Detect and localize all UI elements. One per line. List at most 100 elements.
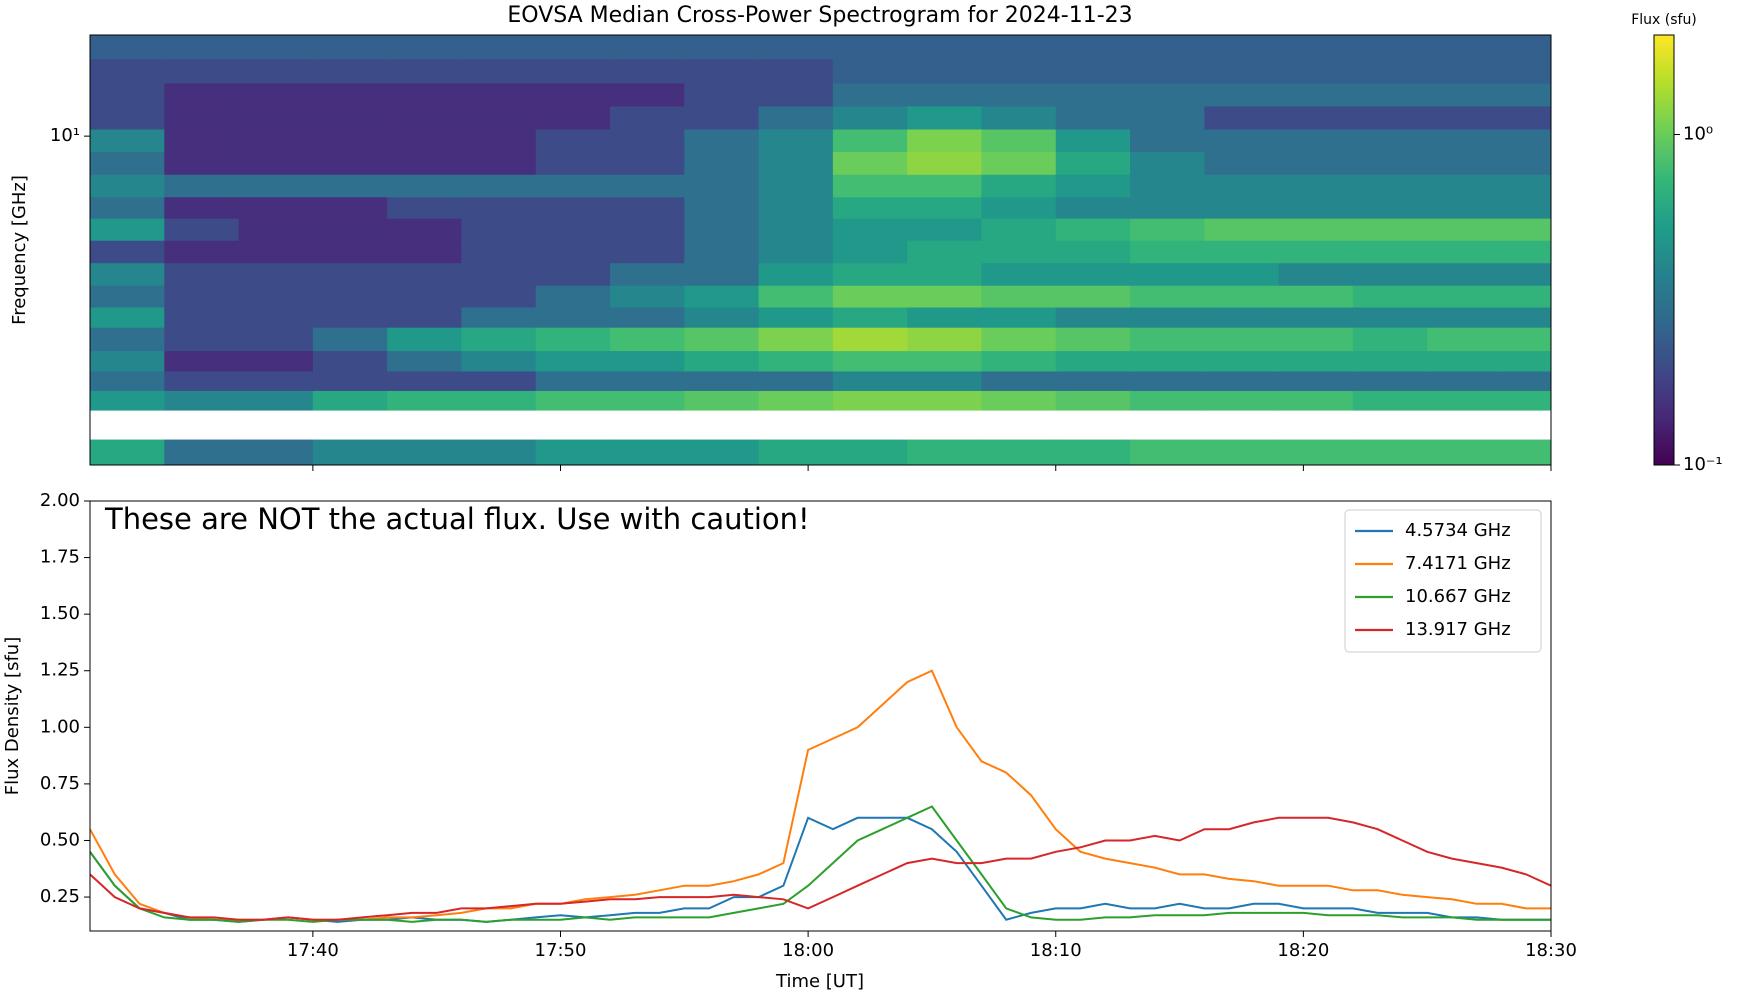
y-tick-label: 0.25 [40, 886, 80, 907]
heatmap-cell [535, 196, 611, 219]
heatmap-cell [832, 58, 908, 84]
heatmap-cell [461, 151, 537, 175]
heatmap-cell [238, 35, 314, 60]
legend-label: 10.667 GHz [1405, 586, 1511, 607]
heatmap-cell [907, 240, 982, 264]
legend-label: 13.917 GHz [1405, 619, 1511, 640]
heatmap-cell [164, 105, 240, 130]
heatmap-cell [832, 196, 908, 219]
heatmap-cell [1278, 307, 1354, 328]
heatmap-cell [535, 390, 611, 411]
y-tick-label: 1.00 [40, 716, 80, 737]
heatmap-cell [684, 129, 760, 153]
heatmap-cell [387, 105, 462, 130]
heatmap-cell [684, 327, 760, 352]
heatmap-cell [164, 439, 240, 465]
heatmap-cell [164, 307, 240, 328]
y-tick-label: 2.00 [40, 490, 80, 511]
heatmap-cell [832, 285, 908, 308]
heatmap-cell [684, 390, 760, 411]
heatmap-cell [90, 262, 165, 286]
heatmap-cell [90, 350, 165, 372]
heatmap-cell [461, 174, 537, 198]
heatmap-cell [758, 218, 834, 241]
heatmap-cell [387, 82, 462, 107]
heatmap-cell [387, 350, 462, 372]
x-tick-label: 17:50 [535, 940, 587, 961]
heatmap-cell [684, 350, 760, 372]
heatmap-cell [535, 370, 611, 391]
heatmap-cell [1278, 151, 1354, 175]
colorbar [1653, 34, 1675, 466]
heatmap-cell [1055, 285, 1131, 308]
heatmap-cell [610, 307, 685, 328]
heatmap-cell [1204, 35, 1280, 60]
heatmap-cell [312, 35, 388, 60]
heatmap-cell [461, 129, 537, 153]
heatmap-cell [832, 390, 908, 411]
heatmap-cell [1130, 439, 1205, 465]
heatmap-cell [238, 439, 314, 465]
heatmap-cell [1427, 105, 1502, 130]
spectrogram-panel: 10¹ 10⁰ 10⁻¹ [50, 34, 1723, 475]
y-tick-label: 0.75 [40, 773, 80, 794]
heatmap-cell [684, 58, 760, 84]
heatmap-cell [832, 174, 908, 198]
heatmap-cell [535, 58, 611, 84]
heatmap-cell [684, 262, 760, 286]
heatmap-cell [1501, 35, 1551, 60]
heatmap-cell [461, 35, 537, 60]
heatmap-cell [461, 285, 537, 308]
heatmap-cell [238, 240, 314, 264]
heatmap-cell [164, 82, 240, 107]
heatmap-cell [1055, 307, 1131, 328]
heatmap-cell [832, 129, 908, 153]
x-tick-label: 18:30 [1525, 940, 1577, 961]
heatmap-cell [312, 129, 388, 153]
heatmap-cell [461, 350, 537, 372]
heatmap-cell [1352, 35, 1428, 60]
heatmap-cell [758, 105, 834, 130]
heatmap-cell [758, 327, 834, 352]
heatmap-cell [907, 58, 982, 84]
heatmap-cell [461, 82, 537, 107]
heatmap-cell [164, 285, 240, 308]
heatmap-cell [1427, 82, 1502, 107]
heatmap-cell [461, 105, 537, 130]
heatmap-cell [312, 105, 388, 130]
heatmap-cell [1130, 350, 1205, 372]
heatmap-cell [684, 105, 760, 130]
heatmap-cell [832, 105, 908, 130]
heatmap-cell [535, 82, 611, 107]
heatmap-cell [684, 240, 760, 264]
heatmap-cell [907, 82, 982, 107]
heatmap-cell [1130, 129, 1205, 153]
heatmap-cell [1204, 262, 1280, 286]
heatmap-cell [1352, 58, 1428, 84]
heatmap-cell [164, 35, 240, 60]
heatmap-cell [981, 196, 1057, 219]
heatmap-cell [312, 58, 388, 84]
heatmap-cell [461, 58, 537, 84]
heatmap-cell [164, 151, 240, 175]
heatmap-cell [981, 285, 1057, 308]
heatmap-cell [1427, 350, 1502, 372]
heatmap-cell [758, 240, 834, 264]
heatmap-cell [535, 218, 611, 241]
heatmap-cell [1501, 307, 1551, 328]
heatmap-cell [758, 82, 834, 107]
heatmap-cell [535, 129, 611, 153]
heatmap-cell [907, 390, 982, 411]
heatmap-cell [387, 285, 462, 308]
heatmap-cell [1055, 35, 1131, 60]
heatmap-cell [1427, 285, 1502, 308]
heatmap-cell [164, 327, 240, 352]
axes-frame [89, 500, 1552, 932]
heatmap-cell [1278, 129, 1354, 153]
heatmap-cell [1352, 307, 1428, 328]
heatmap-cell [1204, 129, 1280, 153]
annotation: These are NOT the actual flux. Use with … [104, 502, 810, 536]
heatmap-cell [610, 350, 685, 372]
heatmap-cell [535, 174, 611, 198]
heatmap-cell [907, 105, 982, 130]
